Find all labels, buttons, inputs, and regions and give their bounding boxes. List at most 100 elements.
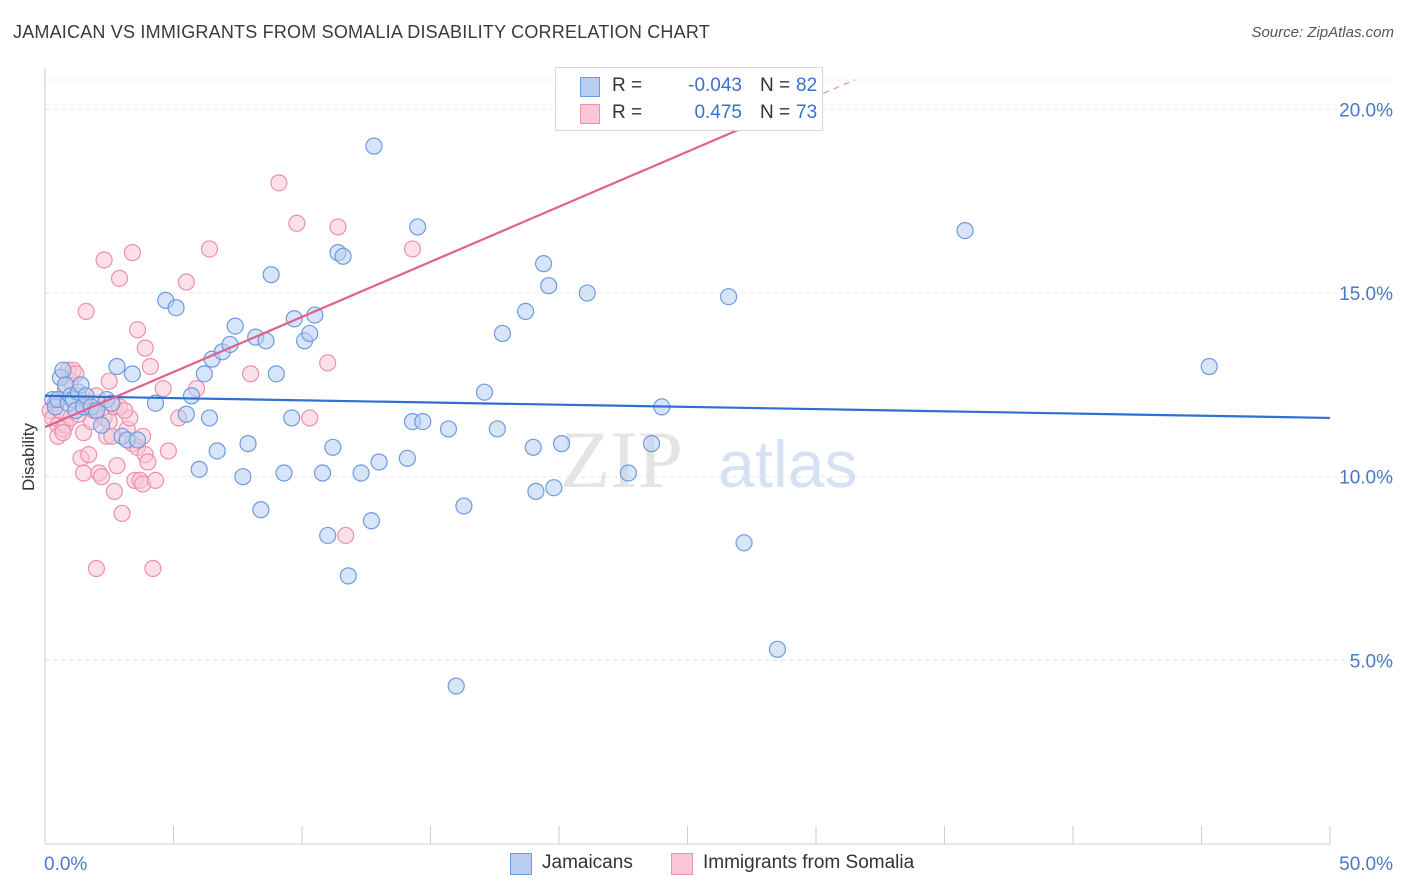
somalia-point	[270, 174, 288, 192]
somalia-point	[110, 269, 129, 287]
jamaican-point	[447, 677, 465, 695]
somalia-point	[200, 240, 219, 258]
jamaican-point	[409, 218, 427, 236]
series-legend: Jamaicans Immigrants from Somalia	[0, 852, 1406, 876]
legend-r-label: R =	[612, 75, 643, 96]
jamaican-point	[208, 442, 226, 460]
jamaican-point	[54, 361, 72, 379]
trend-lines	[44, 79, 1331, 429]
legend-n-label: N =	[760, 102, 791, 123]
y-tick-label: 10.0%	[1339, 468, 1393, 489]
jamaican-point	[619, 464, 637, 482]
jamaican-point	[334, 247, 352, 265]
somalia-point	[141, 357, 159, 376]
somalia-point	[116, 401, 134, 420]
legend-n-label: N =	[760, 75, 791, 96]
y-tick-label: 20.0%	[1339, 100, 1393, 121]
somalia-points	[41, 174, 422, 578]
jamaican-point	[262, 266, 280, 284]
legend-n-value: 73	[796, 102, 818, 123]
jamaican-point	[370, 453, 388, 471]
jamaican-point	[1200, 357, 1218, 376]
somalia-point	[113, 504, 131, 523]
legend-swatch-blue	[580, 77, 600, 97]
somalia-point	[403, 240, 422, 258]
jamaican-point	[768, 640, 787, 658]
jamaican-point	[319, 526, 337, 545]
legend-r-value: -0.043	[688, 75, 742, 96]
source-label: Source: ZipAtlas.com	[1251, 24, 1394, 41]
somalia-point	[123, 244, 141, 262]
jamaican-point	[301, 324, 319, 343]
jamaican-point	[123, 365, 141, 383]
jamaican-point	[362, 512, 380, 530]
jamaican-point	[339, 567, 357, 585]
jamaican-point	[252, 501, 270, 519]
jamaican-point	[324, 438, 342, 456]
somalia-point	[146, 471, 165, 489]
somalia-point	[242, 365, 260, 383]
legend-swatch-blue	[510, 853, 532, 875]
somalia-point	[54, 424, 72, 442]
legend-n-value: 82	[796, 75, 818, 96]
jamaican-point	[527, 482, 545, 500]
somalia-point	[74, 464, 93, 482]
jamaican-point	[352, 464, 370, 482]
y-tick-label: 15.0%	[1339, 284, 1393, 305]
somalia-point	[319, 354, 337, 372]
y-axis-title: Disability	[19, 422, 38, 491]
somalia-point	[288, 214, 306, 232]
somalia-point	[95, 251, 113, 269]
somalia-point	[301, 409, 319, 427]
jamaican-point	[267, 365, 285, 383]
somalia-point	[92, 468, 111, 486]
jamaican-point	[167, 299, 185, 317]
somalia-point	[128, 321, 147, 339]
jamaican-trend-line	[44, 394, 1331, 420]
somalia-point	[144, 559, 162, 578]
axes	[44, 68, 1331, 845]
x-tick-label-max: 50.0%	[1339, 854, 1393, 875]
jamaican-point	[455, 497, 473, 515]
somalia-point	[136, 339, 154, 357]
jamaican-point	[182, 387, 201, 405]
jamaican-point	[540, 277, 558, 295]
jamaican-point	[108, 357, 126, 376]
jamaican-point	[146, 394, 165, 412]
somalia-point	[159, 442, 177, 460]
jamaican-point	[177, 405, 195, 423]
legend-r-value: 0.475	[694, 102, 742, 123]
legend-swatch-pink	[671, 853, 693, 875]
somalia-point	[77, 302, 95, 321]
jamaican-point	[488, 420, 506, 438]
legend-label-somalia: Immigrants from Somalia	[703, 852, 915, 873]
jamaican-point	[275, 464, 293, 482]
legend-label-jamaicans: Jamaicans	[542, 852, 633, 873]
jamaican-point	[642, 435, 661, 453]
y-tick-label: 5.0%	[1350, 651, 1393, 672]
jamaican-point	[398, 449, 416, 467]
chart-title: JAMAICAN VS IMMIGRANTS FROM SOMALIA DISA…	[13, 22, 710, 42]
somalia-trend-extension	[802, 79, 855, 103]
jamaican-point	[190, 460, 208, 478]
somalia-trend-line	[44, 101, 804, 429]
legend-swatch-pink	[580, 104, 600, 124]
jamaican-point	[545, 479, 563, 497]
jamaican-point	[578, 284, 596, 302]
jamaican-point	[956, 221, 974, 240]
jamaican-point	[283, 409, 301, 427]
somalia-point	[80, 446, 98, 464]
jamaican-point	[439, 420, 458, 438]
somalia-point	[87, 559, 106, 578]
jamaican-point	[234, 468, 252, 486]
jamaican-point	[92, 416, 111, 434]
x-tick-label-min: 0.0%	[44, 854, 87, 875]
tick-labels: 5.0% 10.0% 15.0% 20.0% 0.0% 50.0%	[44, 100, 1393, 875]
somalia-point	[177, 273, 195, 291]
jamaican-point	[524, 438, 542, 456]
watermark-atlas: atlas	[718, 427, 857, 501]
jamaican-point	[735, 534, 753, 552]
somalia-point	[105, 482, 123, 500]
jamaican-point	[414, 412, 432, 431]
